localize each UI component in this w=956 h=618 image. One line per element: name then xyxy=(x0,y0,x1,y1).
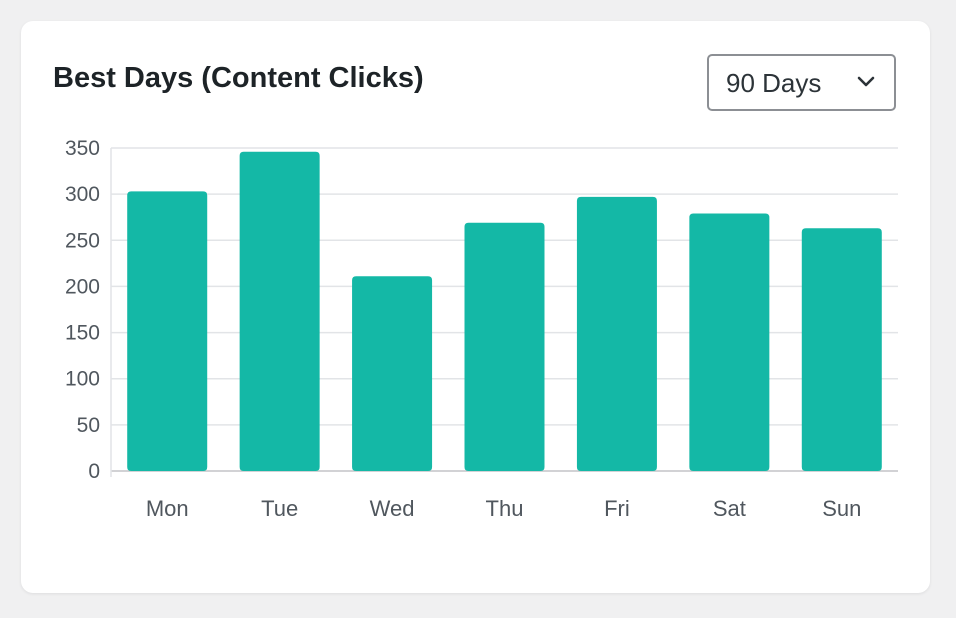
x-tick-label: Sat xyxy=(713,496,746,521)
y-tick-label: 350 xyxy=(65,137,100,160)
date-range-selected-value: 90 Days xyxy=(726,68,822,98)
bar-thu[interactable] xyxy=(464,222,545,471)
card-title: Best Days (Content Clicks) xyxy=(53,62,424,94)
y-tick-label: 50 xyxy=(77,414,100,437)
x-tick-label: Sun xyxy=(822,496,861,521)
x-tick-label: Mon xyxy=(146,496,189,521)
y-tick-label: 150 xyxy=(65,322,100,345)
x-tick-label: Wed xyxy=(370,496,415,521)
bar-tue[interactable] xyxy=(239,151,320,472)
bar-sat[interactable] xyxy=(689,213,770,471)
y-tick-label: 0 xyxy=(88,460,100,483)
bar-chart: 0 50 100 150 200 250 300 350 Mon Tue Wed Thu Fri Sat S… xyxy=(65,137,898,521)
chevron-down-icon xyxy=(856,72,876,92)
y-tick-label: 100 xyxy=(65,368,100,391)
y-tick-label: 250 xyxy=(65,229,100,252)
x-tick-label: Thu xyxy=(486,496,524,521)
bar-mon[interactable] xyxy=(127,191,208,472)
x-tick-label: Fri xyxy=(604,496,630,521)
bar-sun[interactable] xyxy=(801,228,882,471)
date-range-select[interactable]: 90 Days xyxy=(707,54,896,111)
x-tick-label: Tue xyxy=(261,496,298,521)
y-tick-label: 300 xyxy=(65,183,100,206)
bar-wed[interactable] xyxy=(352,276,433,471)
best-days-card: Best Days (Content Clicks) 90 Days 0 50 10… xyxy=(21,21,930,593)
y-tick-label: 200 xyxy=(65,275,100,298)
bar-fri[interactable] xyxy=(576,196,657,471)
